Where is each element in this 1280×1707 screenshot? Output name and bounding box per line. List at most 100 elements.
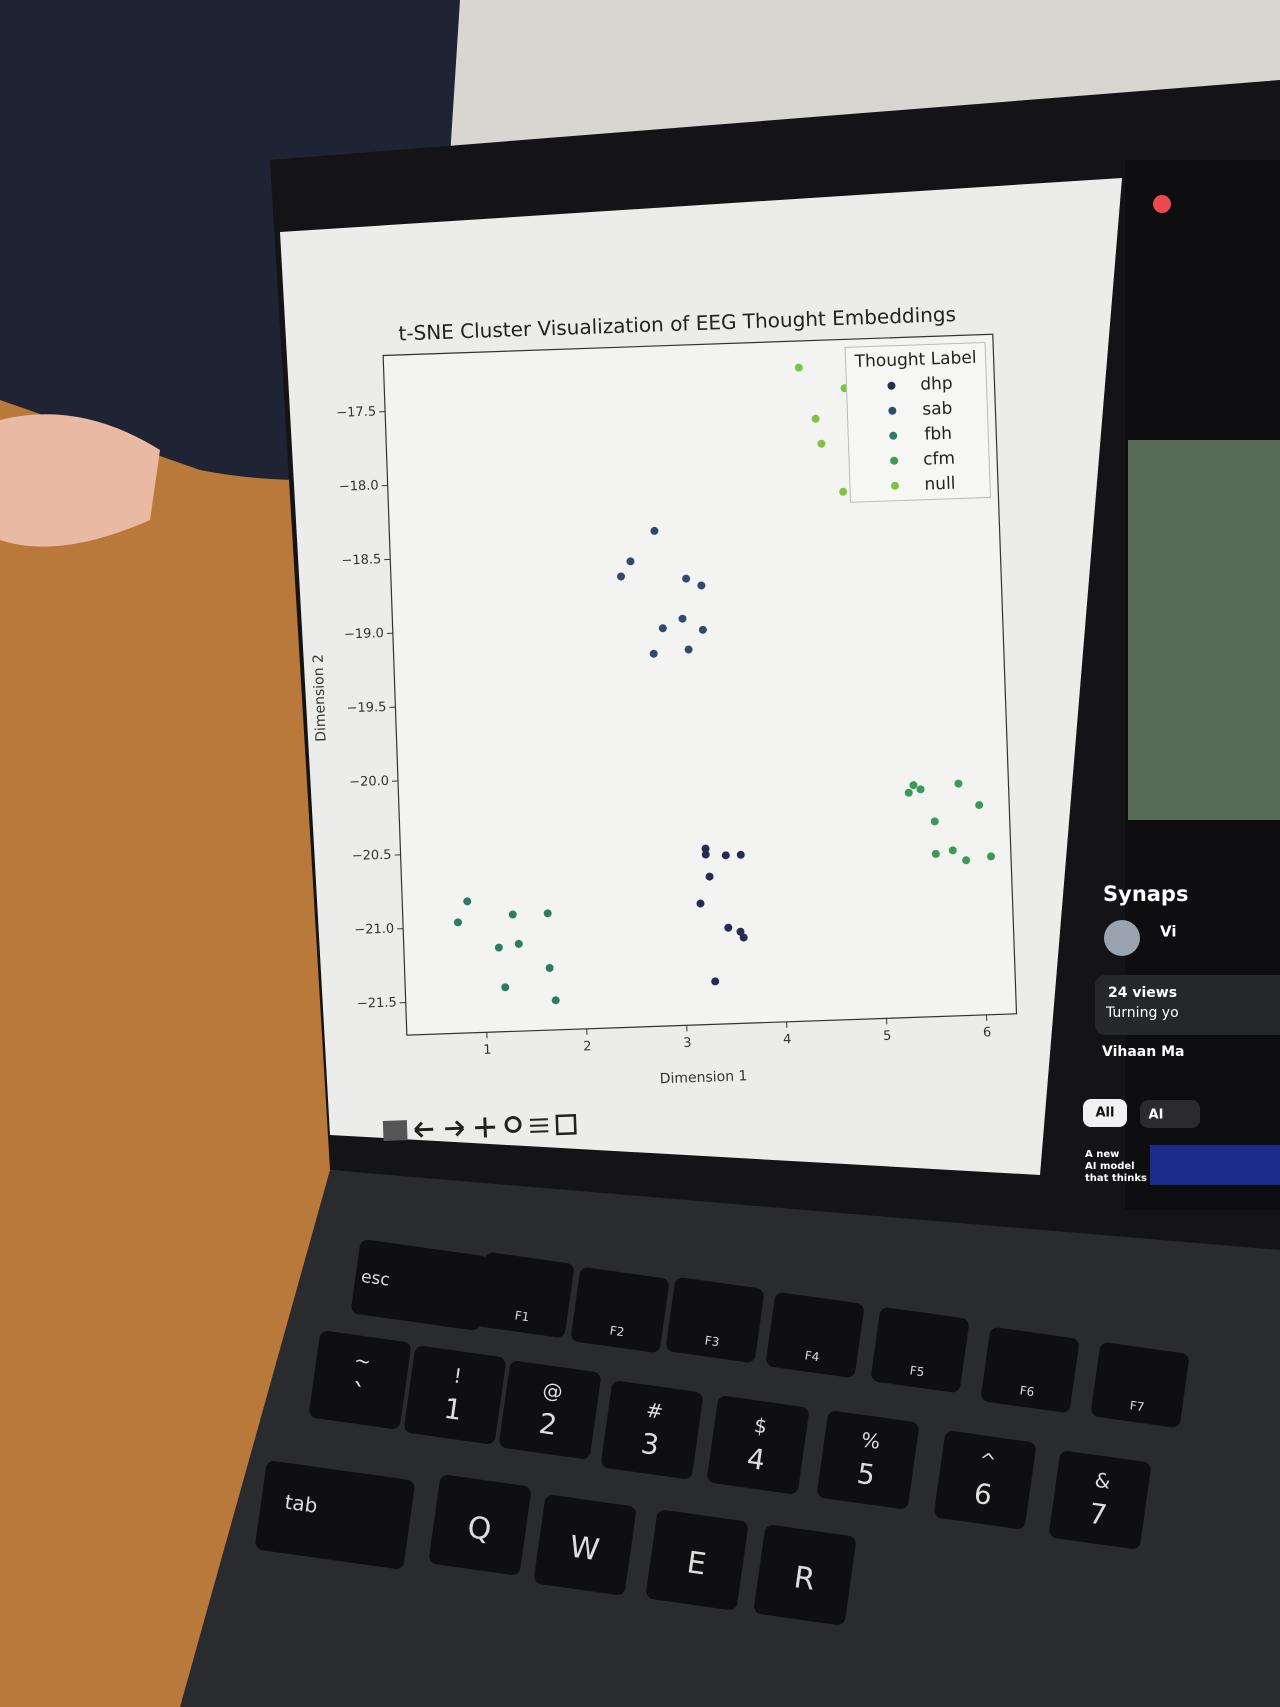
y-tick-label: −18.0 <box>339 478 379 494</box>
chip-all-bg[interactable] <box>1083 1099 1127 1127</box>
chart-group: t-SNE Cluster Visualization of EEG Thoug… <box>311 302 1018 1141</box>
key-label: esc <box>360 1267 391 1291</box>
point <box>916 785 925 794</box>
chip-ai-bg[interactable] <box>1140 1100 1200 1128</box>
key-label: Q <box>465 1510 493 1548</box>
home-button[interactable] <box>382 1120 408 1141</box>
key <box>404 1346 506 1444</box>
key-label: % <box>860 1427 882 1453</box>
legend-marker <box>887 381 896 390</box>
key <box>1091 1342 1189 1428</box>
y-tick-label: −19.0 <box>344 626 384 642</box>
avatar-text: Vi <box>1160 923 1177 941</box>
y-tick-label: −20.5 <box>352 848 392 864</box>
point <box>705 872 714 881</box>
point <box>948 846 957 855</box>
point <box>463 897 472 906</box>
key-label: F7 <box>1129 1398 1145 1414</box>
thumbnail-text: A new <box>1085 1149 1119 1160</box>
key-label: tab <box>283 1490 319 1518</box>
key-label: F1 <box>514 1308 530 1324</box>
key-label: & <box>1093 1468 1112 1494</box>
point <box>724 923 733 932</box>
back-button[interactable] <box>414 1121 434 1138</box>
key <box>817 1411 919 1509</box>
key-label: 5 <box>855 1457 877 1492</box>
y-tick-label: −17.5 <box>336 404 376 420</box>
close-button[interactable] <box>1153 195 1171 213</box>
zoom-button[interactable] <box>504 1115 522 1133</box>
y-tick-label: −21.0 <box>354 922 394 938</box>
key-label: F6 <box>1019 1383 1035 1399</box>
x-tick-label: 5 <box>883 1029 892 1044</box>
point <box>658 624 667 633</box>
views: 24 views <box>1108 985 1177 1001</box>
chip[interactable]: AI <box>1149 1108 1164 1123</box>
key-label: E <box>685 1545 709 1582</box>
key-label: 7 <box>1087 1497 1109 1532</box>
x-tick-label: 2 <box>583 1039 592 1054</box>
legend-label: fbh <box>924 424 952 445</box>
key-label: # <box>645 1398 665 1424</box>
legend-title: Thought Label <box>853 348 976 372</box>
key-label: 6 <box>972 1477 994 1512</box>
key <box>351 1239 489 1331</box>
legend-marker <box>890 481 899 490</box>
thumbnail-text: that thinks <box>1085 1173 1147 1184</box>
thumbnail <box>1150 1145 1280 1185</box>
key <box>534 1495 636 1595</box>
legend-marker <box>889 431 898 440</box>
avatar <box>1104 920 1140 956</box>
y-tick-label: −19.5 <box>346 700 386 716</box>
key-label: ~ <box>353 1348 373 1374</box>
author: Vihaan Ma <box>1102 1044 1184 1060</box>
key-label: 3 <box>639 1427 661 1462</box>
key-label: F2 <box>609 1323 625 1339</box>
pan-button[interactable] <box>475 1117 496 1138</box>
point <box>698 625 707 634</box>
key-label: F5 <box>909 1363 925 1379</box>
x-tick-label: 6 <box>983 1025 992 1040</box>
forward-button[interactable] <box>445 1120 465 1137</box>
info-card <box>1095 975 1280 1035</box>
key <box>666 1277 764 1363</box>
point <box>626 557 635 566</box>
point <box>508 910 517 919</box>
key <box>766 1292 864 1378</box>
point <box>986 852 995 861</box>
point <box>711 977 720 986</box>
point <box>697 581 706 590</box>
key <box>601 1381 703 1479</box>
chip[interactable]: All <box>1096 1106 1115 1121</box>
y-tick-label: −18.5 <box>341 552 381 568</box>
key-label: W <box>567 1530 601 1569</box>
point <box>817 439 826 448</box>
point <box>904 788 913 797</box>
point <box>721 851 730 860</box>
legend-label: null <box>924 474 956 495</box>
key <box>255 1461 415 1569</box>
point <box>962 856 971 865</box>
point <box>701 844 710 853</box>
plot-area <box>382 333 1018 1036</box>
key <box>429 1475 531 1575</box>
description: Turning yo <box>1105 1005 1179 1021</box>
point <box>794 363 803 372</box>
point <box>494 943 503 952</box>
point <box>551 996 560 1005</box>
key <box>754 1525 856 1625</box>
x-tick-label: 4 <box>783 1032 792 1047</box>
point <box>650 526 659 535</box>
point <box>682 574 691 583</box>
point <box>543 909 552 918</box>
configure-button[interactable] <box>529 1118 549 1133</box>
key-label: $ <box>753 1413 769 1439</box>
point <box>975 801 984 810</box>
legend-label: sab <box>922 399 953 420</box>
key-label: F4 <box>804 1348 820 1364</box>
save-button[interactable] <box>555 1113 577 1136</box>
point <box>453 918 462 927</box>
point <box>736 850 745 859</box>
